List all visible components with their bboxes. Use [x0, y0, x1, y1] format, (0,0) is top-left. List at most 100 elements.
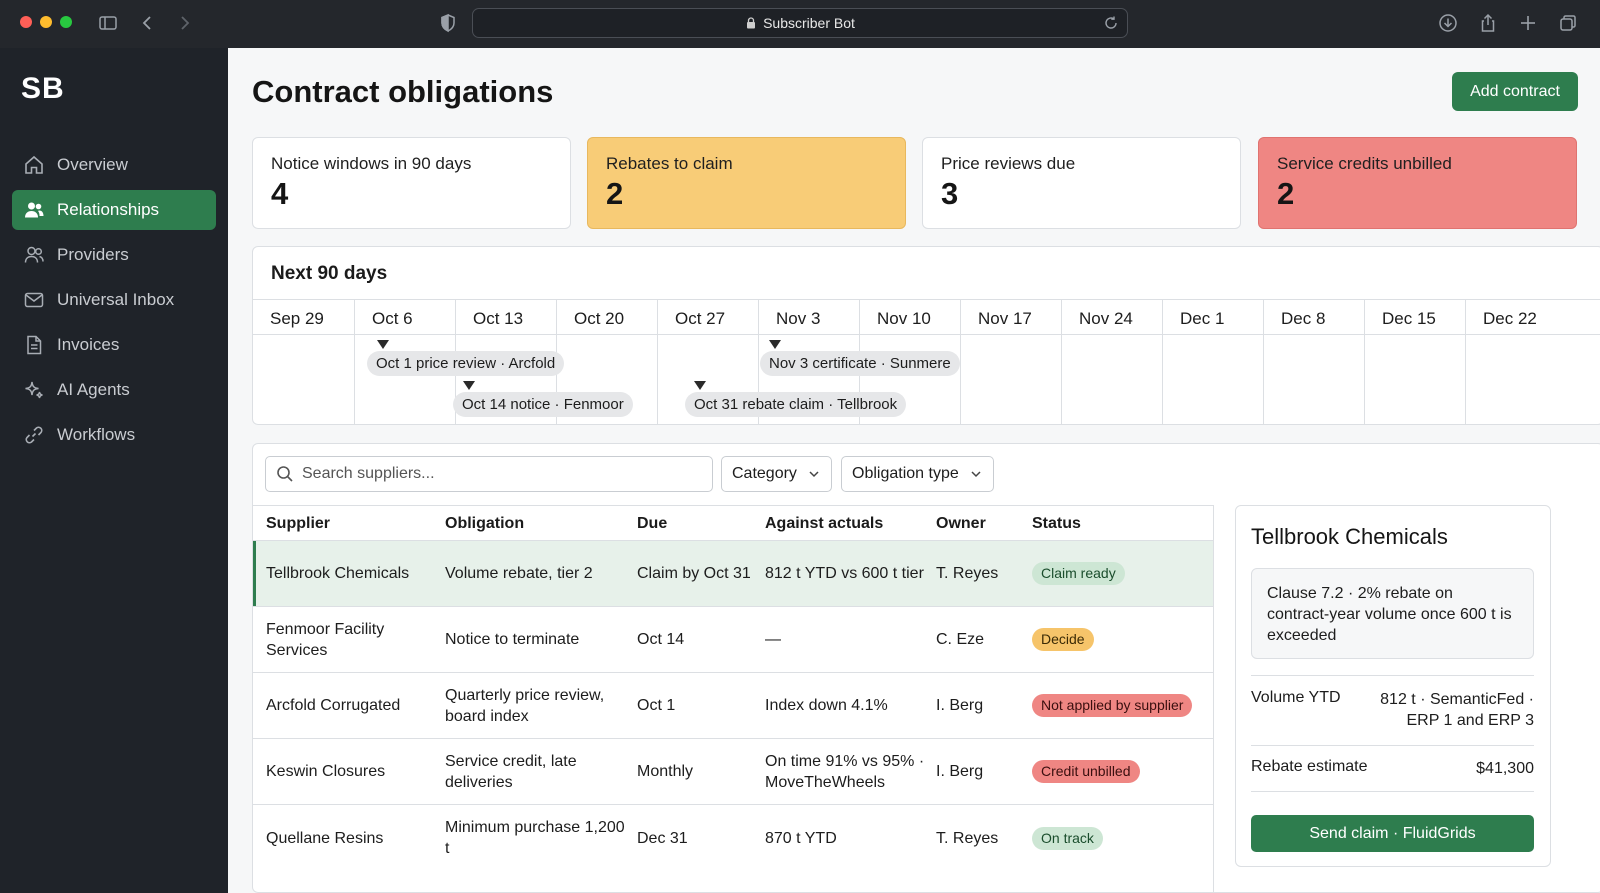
download-icon[interactable]: [1436, 11, 1460, 35]
divider: [1251, 791, 1534, 792]
sidebar-item-universal-inbox[interactable]: Universal Inbox: [12, 280, 216, 320]
due-cell: Monthly: [637, 763, 694, 780]
page-url-title: Subscriber Bot: [763, 15, 855, 31]
obligation-cell: Volume rebate, tier 2: [445, 565, 593, 582]
obligation-cell: Service credit, late deliveries: [445, 752, 577, 791]
send-claim-button[interactable]: Send claim · FluidGrids: [1251, 815, 1534, 852]
week-label: Sep 29: [253, 299, 354, 335]
kpi-label: Notice windows in 90 days: [271, 154, 472, 173]
sidebar-item-relationships[interactable]: Relationships: [12, 190, 216, 230]
sidebar-item-label: Providers: [57, 245, 129, 264]
new-tab-icon[interactable]: [1516, 11, 1540, 35]
week-label: Oct 20: [557, 299, 657, 335]
tabs-overview-icon[interactable]: [1556, 11, 1580, 35]
category-select-label: Category: [732, 465, 797, 482]
minimize-window-button[interactable]: [40, 16, 52, 28]
kpi-label: Price reviews due: [941, 154, 1076, 173]
status-badge: Not applied by supplier: [1032, 694, 1193, 717]
timeline-grid: Sep 29 Oct 6 Oct 13 Oct 20 Oct 27 Nov 3 …: [253, 299, 1600, 424]
home-icon: [25, 155, 43, 174]
table-row[interactable]: Tellbrook Chemicals Volume rebate, tier …: [253, 541, 1213, 607]
week-label: Nov 10: [860, 299, 960, 335]
sidebar-item-label: Overview: [57, 155, 128, 174]
due-cell: Oct 14: [637, 631, 685, 648]
status-cell: Not applied by supplier: [1032, 673, 1212, 738]
search-input[interactable]: [302, 465, 702, 483]
obligation-cell: Notice to terminate: [445, 631, 580, 648]
timeline-event-tellbrook[interactable]: Oct 31 rebate claim · Tellbrook: [685, 392, 907, 417]
column-header-status[interactable]: Status: [1032, 514, 1081, 532]
column-header-actuals[interactable]: Against actuals: [765, 514, 884, 532]
users-icon: [25, 202, 44, 218]
kpi-label: Service credits unbilled: [1277, 154, 1452, 173]
search-box[interactable]: [265, 456, 713, 492]
table-row[interactable]: Keswin Closures Service credit, late del…: [253, 739, 1213, 805]
close-window-button[interactable]: [20, 16, 32, 28]
sidebar-item-label: Universal Inbox: [57, 290, 175, 309]
owner-cell: T. Reyes: [936, 829, 999, 847]
brand-logo: SB: [21, 72, 65, 105]
share-icon[interactable]: [1476, 11, 1500, 35]
timeline-week: Dec 1: [1162, 299, 1263, 424]
timeline-week: Dec 15: [1364, 299, 1465, 424]
sidebar-item-overview[interactable]: Overview: [12, 145, 216, 185]
event-marker-icon: [694, 381, 706, 390]
sidebar-nav: Overview Relationships Providers Univers…: [12, 145, 216, 460]
timeline-week: Nov 3: [758, 299, 859, 424]
table-row[interactable]: Quellane Resins Minimum purchase 1,200 t…: [253, 805, 1213, 871]
kpi-value: 2: [606, 176, 624, 211]
timeline-event-fenmoor[interactable]: Oct 14 notice · Fenmoor: [453, 392, 633, 417]
search-icon: [277, 466, 293, 482]
obligation-cell: Minimum purchase 1,200 t: [445, 819, 625, 857]
table-row[interactable]: Fenmoor Facility Services Notice to term…: [253, 607, 1213, 673]
column-header-owner[interactable]: Owner: [936, 514, 986, 532]
status-cell: Credit unbilled: [1032, 739, 1212, 804]
maximize-window-button[interactable]: [60, 16, 72, 28]
category-select[interactable]: Category: [721, 456, 832, 492]
obligation-type-select-label: Obligation type: [852, 465, 959, 482]
sidebar-item-invoices[interactable]: Invoices: [12, 325, 216, 365]
column-header-supplier[interactable]: Supplier: [266, 514, 331, 532]
main-content: Contract obligations Add contract Notice…: [228, 48, 1600, 893]
sidebar-item-workflows[interactable]: Workflows: [12, 415, 216, 455]
owner-cell: I. Berg: [936, 763, 984, 780]
sidebar-toggle-icon[interactable]: [96, 11, 120, 35]
link-icon: [25, 426, 43, 444]
back-icon[interactable]: [136, 11, 160, 35]
volume-ytd-row: Volume YTD 812 t · SemanticFed · ERP 1 a…: [1251, 689, 1534, 731]
timeline-event-sunmere[interactable]: Nov 3 certificate · Sunmere: [760, 351, 960, 376]
volume-ytd-label: Volume YTD: [1251, 689, 1341, 706]
obligations-table: Supplier Obligation Due Against actuals …: [253, 505, 1213, 871]
kpi-card-notice-windows[interactable]: Notice windows in 90 days 4: [252, 137, 571, 229]
rebate-estimate-row: Rebate estimate $41,300: [1251, 758, 1534, 779]
sidebar-item-providers[interactable]: Providers: [12, 235, 216, 275]
add-contract-button[interactable]: Add contract: [1452, 72, 1578, 111]
status-badge: On track: [1032, 826, 1103, 850]
column-header-obligation[interactable]: Obligation: [445, 514, 525, 532]
table-row[interactable]: Arcfold Corrugated Quarterly price revie…: [253, 673, 1213, 739]
timeline-title: Next 90 days: [271, 263, 388, 284]
panel-divider: [1213, 505, 1214, 892]
address-bar[interactable]: Subscriber Bot: [472, 8, 1128, 38]
kpi-card-price-reviews[interactable]: Price reviews due 3: [922, 137, 1241, 229]
owner-cell: C. Eze: [936, 631, 985, 648]
sidebar-item-ai-agents[interactable]: AI Agents: [12, 370, 216, 410]
week-label: Oct 6: [355, 299, 455, 335]
week-label: Dec 15: [1365, 299, 1465, 335]
timeline-week: Dec 22: [1465, 299, 1600, 424]
status-badge: Claim ready: [1032, 562, 1125, 585]
shield-icon[interactable]: [436, 11, 460, 35]
timeline-event-arcfold[interactable]: Oct 1 price review · Arcfold: [367, 351, 565, 376]
obligation-type-select[interactable]: Obligation type: [841, 456, 994, 492]
status-cell: Decide: [1032, 607, 1212, 672]
kpi-card-rebates[interactable]: Rebates to claim 2: [587, 137, 906, 229]
week-label: Dec 22: [1466, 299, 1600, 335]
due-cell: Claim by Oct 31: [637, 565, 751, 582]
actuals-cell: 870 t YTD: [765, 829, 837, 847]
timeline-week: Oct 27: [657, 299, 758, 424]
forward-icon[interactable]: [172, 11, 196, 35]
kpi-card-service-credits[interactable]: Service credits unbilled 2: [1258, 137, 1577, 229]
column-header-due[interactable]: Due: [637, 514, 668, 532]
reload-icon[interactable]: [1103, 15, 1119, 31]
mail-icon: [24, 292, 44, 308]
